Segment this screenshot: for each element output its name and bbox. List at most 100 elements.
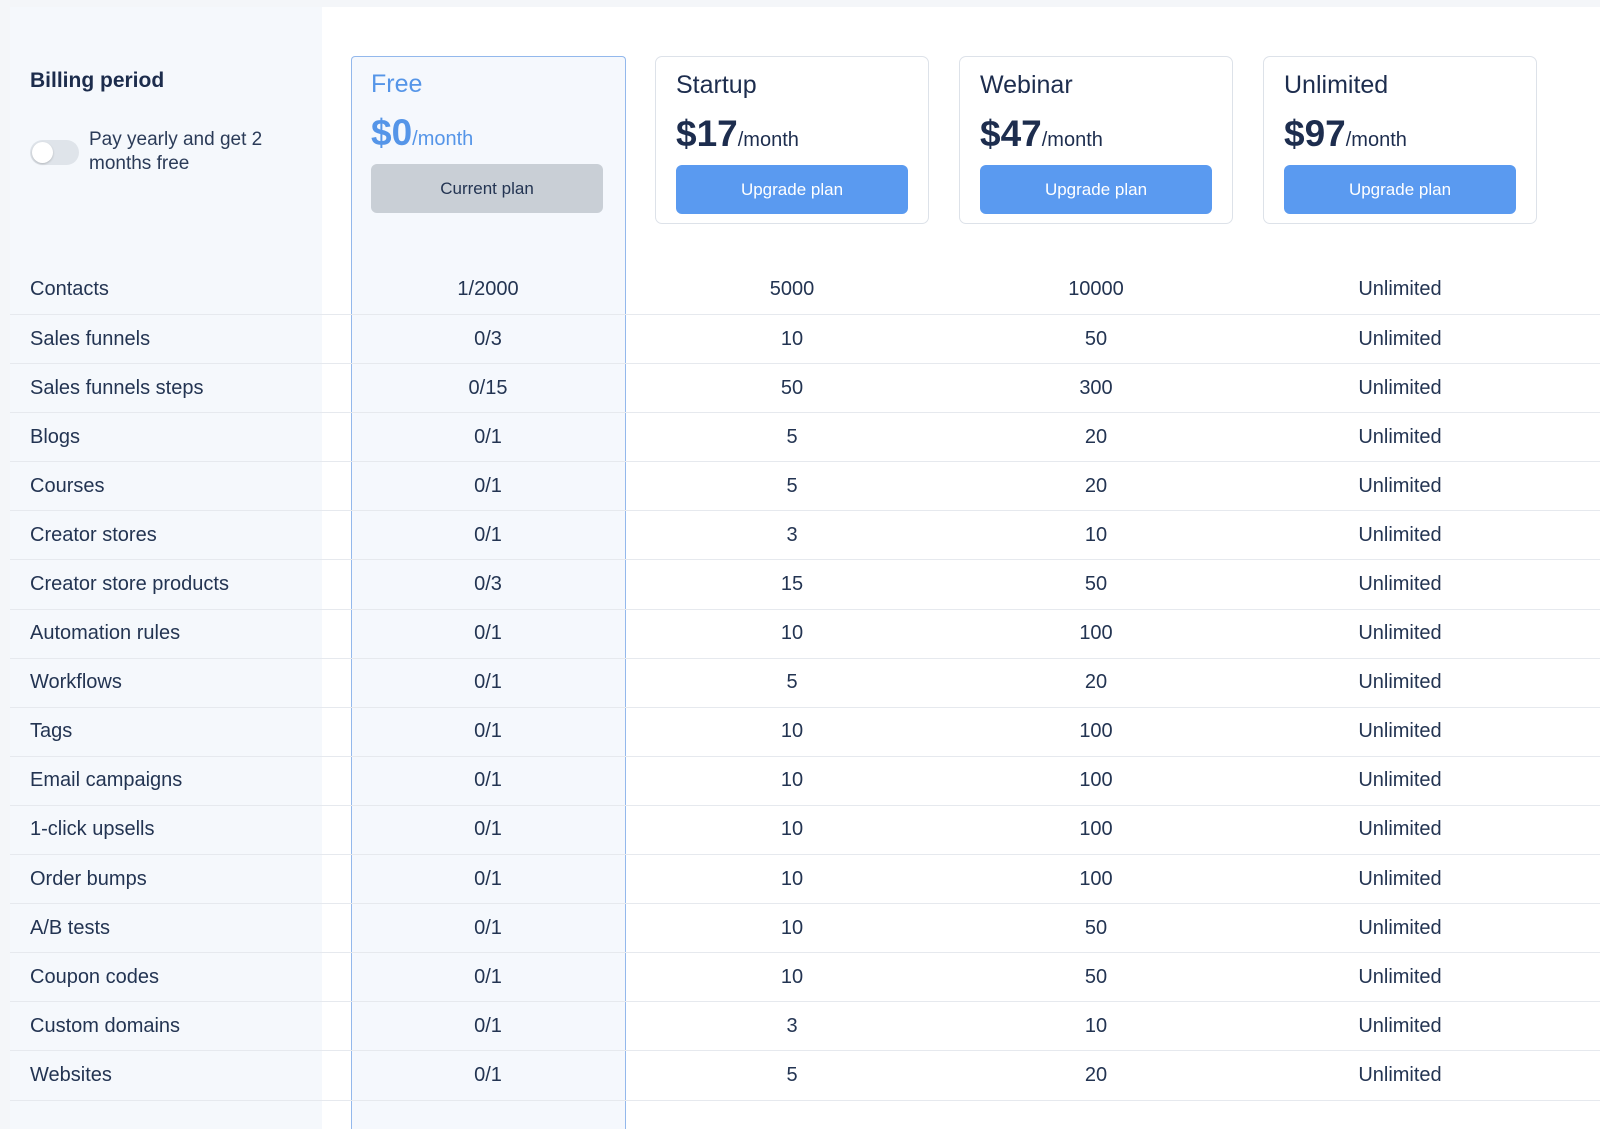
feature-value: 0/1	[474, 425, 502, 448]
feature-value: 0/1	[474, 622, 502, 645]
feature-value: 10	[780, 720, 804, 743]
feature-value: 20	[1084, 474, 1108, 497]
feature-value: 0/3	[474, 327, 502, 350]
feature-label: Websites	[30, 1063, 112, 1086]
feature-comparison-table: Contacts 1/2000 5000 10000 Unlimited Sales fu…	[10, 265, 1600, 1101]
feature-value: 100	[1079, 867, 1113, 890]
table-row: Contacts 1/2000 5000 10000 Unlimited	[10, 265, 1600, 315]
feature-label-column	[10, 7, 322, 1129]
feature-value: Unlimited	[1358, 425, 1442, 448]
current-plan-button[interactable]: Current plan	[371, 164, 603, 213]
feature-value: 0/1	[474, 916, 502, 939]
yearly-billing-toggle[interactable]	[30, 140, 79, 165]
table-row: 1-click upsells 0/1 10 100 Unlimited	[10, 806, 1600, 856]
feature-value: 0/1	[474, 1014, 502, 1037]
feature-value: Unlimited	[1358, 818, 1442, 841]
feature-label: 1-click upsells	[30, 818, 155, 841]
table-row: Custom domains 0/1 3 10 Unlimited	[10, 1002, 1600, 1052]
feature-value: Unlimited	[1358, 867, 1442, 890]
feature-value: Unlimited	[1358, 327, 1442, 350]
feature-value: 10	[780, 769, 804, 792]
feature-label: Workflows	[30, 671, 122, 694]
feature-value: 0/1	[474, 818, 502, 841]
feature-value: 100	[1079, 720, 1113, 743]
feature-value: 50	[1084, 573, 1108, 596]
feature-value: 5	[786, 671, 798, 694]
feature-value: Unlimited	[1358, 376, 1442, 399]
upgrade-unlimited-button[interactable]: Upgrade plan	[1284, 165, 1516, 214]
feature-value: 10	[780, 327, 804, 350]
feature-value: 10	[780, 622, 804, 645]
feature-value: 5	[786, 1063, 798, 1086]
feature-value: 0/1	[474, 671, 502, 694]
feature-value: 5	[786, 425, 798, 448]
feature-value: 10	[1084, 1014, 1108, 1037]
feature-value: Unlimited	[1358, 474, 1442, 497]
plan-name: Unlimited	[1284, 71, 1389, 99]
feature-value: 10	[780, 867, 804, 890]
table-row: Websites 0/1 5 20 Unlimited	[10, 1051, 1600, 1101]
upgrade-startup-button[interactable]: Upgrade plan	[676, 165, 908, 214]
table-row: Tags 0/1 10 100 Unlimited	[10, 708, 1600, 757]
feature-value: 5000	[769, 278, 815, 300]
table-row: Workflows 0/1 5 20 Unlimited	[10, 659, 1600, 708]
plan-name: Startup	[676, 71, 757, 99]
feature-label: Creator store products	[30, 573, 229, 596]
pricing-page: Billing period Pay yearly and get 2 mont…	[10, 7, 1600, 1129]
toggle-knob	[32, 142, 53, 163]
plan-price: $97/month	[1284, 113, 1407, 154]
feature-label: Blogs	[30, 425, 81, 448]
feature-label: Email campaigns	[30, 769, 183, 792]
plan-name: Free	[371, 70, 423, 98]
feature-value: 50	[780, 376, 804, 399]
feature-value: 100	[1079, 769, 1113, 792]
feature-value: 100	[1079, 622, 1113, 645]
feature-value: Unlimited	[1358, 916, 1442, 939]
feature-label: Sales funnels	[30, 327, 151, 350]
feature-label: A/B tests	[30, 916, 111, 939]
feature-value: 0/1	[474, 1063, 502, 1086]
feature-label: Contacts	[30, 278, 109, 300]
billing-period-title: Billing period	[30, 69, 165, 92]
feature-value: 0/15	[468, 376, 508, 399]
feature-value: 50	[1084, 965, 1108, 988]
table-row: Creator stores 0/1 3 10 Unlimited	[10, 511, 1600, 561]
feature-value: 0/1	[474, 474, 502, 497]
feature-label: Custom domains	[30, 1014, 181, 1037]
feature-value: 300	[1079, 376, 1113, 399]
upgrade-webinar-button[interactable]: Upgrade plan	[980, 165, 1212, 214]
feature-label: Order bumps	[30, 867, 147, 890]
feature-value: 10	[780, 965, 804, 988]
feature-value: 15	[780, 573, 804, 596]
feature-value: 1/2000	[457, 278, 519, 300]
table-row: Email campaigns 0/1 10 100 Unlimited	[10, 757, 1600, 806]
feature-value: Unlimited	[1358, 720, 1442, 743]
feature-value: 3	[786, 1014, 798, 1037]
table-row: Automation rules 0/1 10 100 Unlimited	[10, 610, 1600, 659]
table-row: Blogs 0/1 5 20 Unlimited	[10, 413, 1600, 463]
yearly-billing-label: Pay yearly and get 2 months free	[89, 129, 263, 174]
feature-value: 10000	[1068, 278, 1124, 300]
table-row: Coupon codes 0/1 10 50 Unlimited	[10, 953, 1600, 1003]
feature-value: 20	[1084, 425, 1108, 448]
feature-value: 10	[1084, 523, 1108, 546]
feature-label: Automation rules	[30, 622, 181, 645]
feature-value: 0/1	[474, 769, 502, 792]
feature-value: 20	[1084, 1063, 1108, 1086]
current-plan-column-highlight	[351, 56, 626, 1129]
feature-label: Tags	[30, 720, 73, 743]
feature-value: 0/1	[474, 523, 502, 546]
feature-label: Sales funnels steps	[30, 376, 204, 399]
feature-value: Unlimited	[1358, 622, 1442, 645]
table-row: A/B tests 0/1 10 50 Unlimited	[10, 904, 1600, 954]
billing-toggle-row: Pay yearly and get 2 months free	[30, 128, 289, 176]
feature-value: 0/3	[474, 573, 502, 596]
table-row: Sales funnels steps 0/15 50 300 Unlimited	[10, 364, 1600, 414]
table-row: Courses 0/1 5 20 Unlimited	[10, 462, 1600, 512]
feature-value: 0/1	[474, 867, 502, 890]
feature-label: Creator stores	[30, 523, 157, 546]
feature-label: Coupon codes	[30, 965, 159, 988]
feature-value: Unlimited	[1358, 965, 1442, 988]
feature-value: Unlimited	[1358, 523, 1442, 546]
feature-value: 0/1	[474, 965, 502, 988]
